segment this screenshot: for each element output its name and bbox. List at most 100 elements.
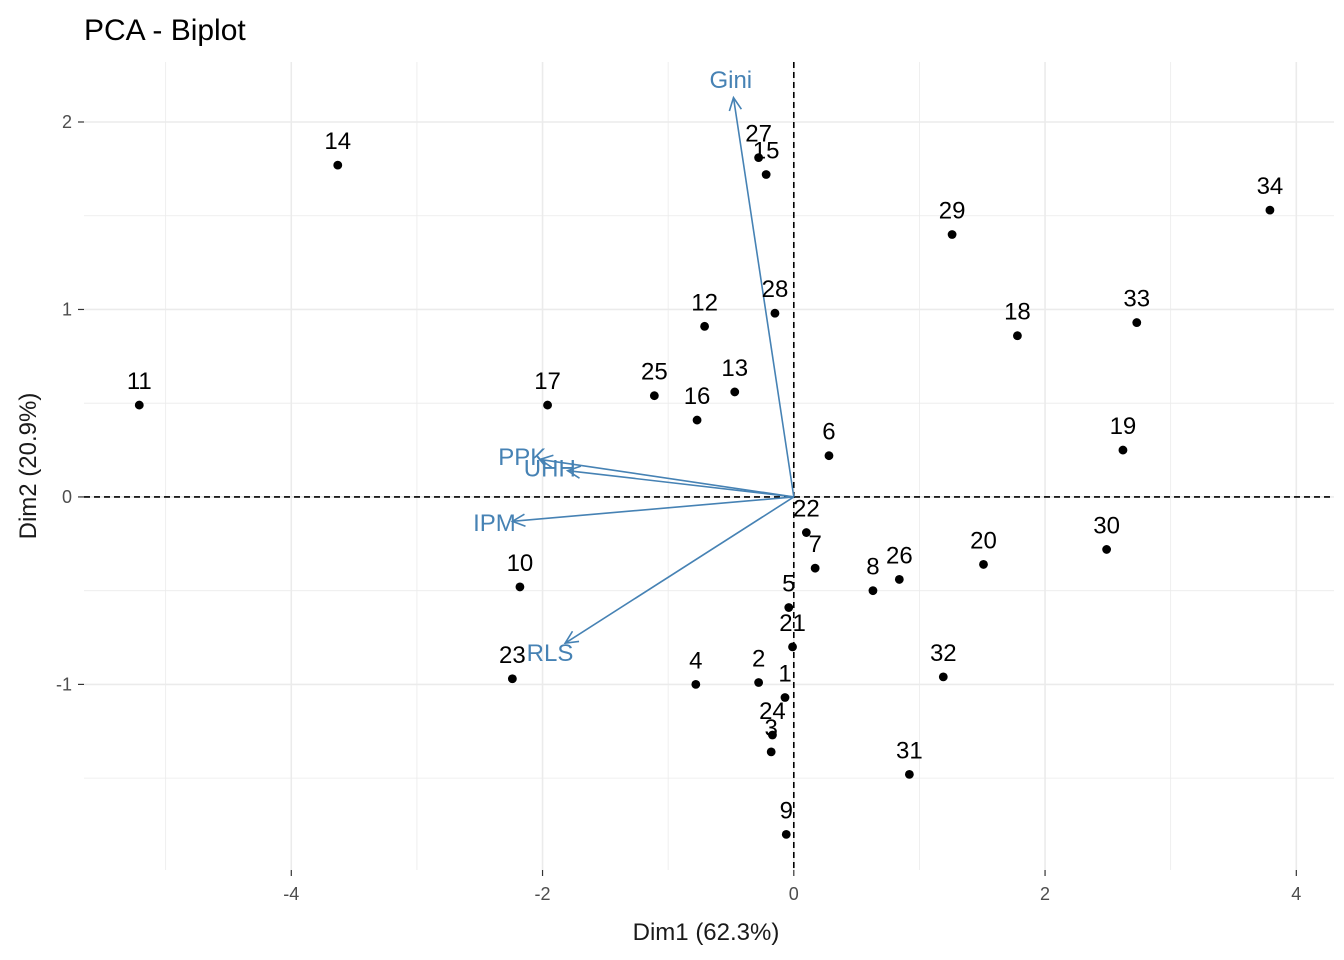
data-point bbox=[1118, 445, 1128, 455]
point-1: 1 bbox=[778, 661, 792, 702]
point-label: 34 bbox=[1257, 173, 1284, 200]
data-point bbox=[766, 747, 776, 757]
data-point bbox=[1102, 545, 1112, 554]
x-tick-label: 0 bbox=[789, 884, 799, 904]
point-label: 25 bbox=[641, 359, 668, 386]
data-point bbox=[979, 560, 988, 569]
data-point bbox=[904, 769, 914, 779]
data-point bbox=[938, 672, 948, 682]
arrow-shaft bbox=[732, 97, 795, 498]
point-label: 11 bbox=[127, 368, 152, 395]
variable-label: Gini bbox=[709, 67, 752, 94]
point-9: 9 bbox=[780, 797, 793, 839]
point-29: 29 bbox=[939, 197, 966, 239]
point-label: 28 bbox=[762, 276, 789, 303]
point-label: 16 bbox=[684, 383, 711, 410]
point-label: 4 bbox=[689, 647, 702, 674]
data-point bbox=[780, 693, 790, 702]
point-label: 19 bbox=[1110, 413, 1137, 440]
y-tick-label: -1 bbox=[56, 674, 72, 694]
arrow-shaft bbox=[564, 496, 795, 644]
data-point bbox=[1013, 331, 1022, 341]
point-17: 17 bbox=[534, 368, 561, 410]
arrow-shaft bbox=[567, 469, 794, 498]
data-point bbox=[691, 680, 701, 689]
arrow-head bbox=[728, 95, 743, 112]
y-tick-label: 2 bbox=[62, 112, 72, 132]
point-21: 21 bbox=[779, 610, 806, 652]
variable-arrow-rls: RLS bbox=[527, 496, 795, 667]
data-point bbox=[781, 829, 791, 839]
point-10: 10 bbox=[507, 550, 533, 592]
data-point bbox=[770, 308, 780, 318]
data-point bbox=[700, 321, 710, 331]
point-33: 33 bbox=[1123, 286, 1150, 327]
variable-arrow-ppk: PPK bbox=[498, 444, 794, 498]
point-24: 24 bbox=[759, 698, 786, 740]
point-2: 2 bbox=[752, 646, 765, 687]
data-point bbox=[1265, 205, 1275, 215]
arrow-head bbox=[563, 630, 580, 645]
variable-arrow-uhh: UHH bbox=[524, 456, 794, 498]
data-point bbox=[868, 586, 878, 596]
point-13: 13 bbox=[721, 355, 748, 397]
variable-arrow-gini: Gini bbox=[709, 67, 795, 498]
variable-label: UHH bbox=[524, 456, 576, 483]
point-label: 24 bbox=[759, 698, 786, 725]
point-4: 4 bbox=[689, 647, 702, 689]
grid-lines bbox=[84, 62, 1334, 870]
point-label: 6 bbox=[822, 419, 835, 446]
data-point bbox=[507, 674, 517, 684]
point-5: 5 bbox=[782, 571, 795, 612]
point-20: 20 bbox=[970, 527, 997, 569]
point-label: 13 bbox=[721, 355, 748, 382]
point-label: 7 bbox=[808, 531, 821, 558]
point-label: 2 bbox=[752, 646, 765, 673]
point-label: 18 bbox=[1004, 299, 1031, 326]
data-point bbox=[810, 563, 820, 573]
data-point bbox=[788, 642, 797, 652]
point-label: 27 bbox=[745, 121, 772, 148]
x-axis-title: Dim1 (62.3%) bbox=[633, 919, 780, 946]
point-7: 7 bbox=[808, 531, 822, 573]
data-point bbox=[649, 391, 659, 401]
point-12: 12 bbox=[691, 289, 718, 331]
arrow-shaft bbox=[539, 458, 794, 498]
point-31: 31 bbox=[896, 737, 923, 779]
point-18: 18 bbox=[1004, 299, 1031, 341]
point-28: 28 bbox=[762, 276, 789, 318]
data-point bbox=[1132, 318, 1142, 327]
point-label: 30 bbox=[1093, 512, 1120, 539]
point-label: 5 bbox=[782, 571, 795, 598]
point-label: 33 bbox=[1123, 286, 1150, 313]
y-tick-label: 0 bbox=[62, 487, 72, 507]
data-point bbox=[754, 153, 764, 163]
arrow-head bbox=[510, 513, 526, 528]
point-11: 11 bbox=[127, 368, 152, 410]
x-tick-label: -4 bbox=[283, 884, 299, 904]
point-32: 32 bbox=[930, 640, 957, 682]
point-26: 26 bbox=[886, 542, 913, 584]
reference-lines bbox=[84, 62, 1334, 870]
point-6: 6 bbox=[822, 419, 836, 461]
x-tick-label: 2 bbox=[1040, 884, 1050, 904]
data-point bbox=[784, 603, 794, 612]
point-label: 26 bbox=[886, 542, 913, 569]
point-label: 17 bbox=[534, 368, 561, 395]
point-14: 14 bbox=[324, 128, 351, 170]
point-25: 25 bbox=[641, 359, 668, 401]
point-22: 22 bbox=[793, 496, 820, 537]
data-point bbox=[730, 387, 740, 397]
point-label: 23 bbox=[499, 642, 526, 669]
data-point bbox=[894, 575, 904, 584]
arrow-head bbox=[538, 454, 554, 468]
point-19: 19 bbox=[1110, 413, 1137, 455]
data-point bbox=[692, 415, 702, 425]
point-label: 29 bbox=[939, 197, 966, 224]
variable-label: PPK bbox=[498, 444, 546, 471]
point-8: 8 bbox=[866, 554, 880, 596]
data-point bbox=[824, 451, 834, 461]
